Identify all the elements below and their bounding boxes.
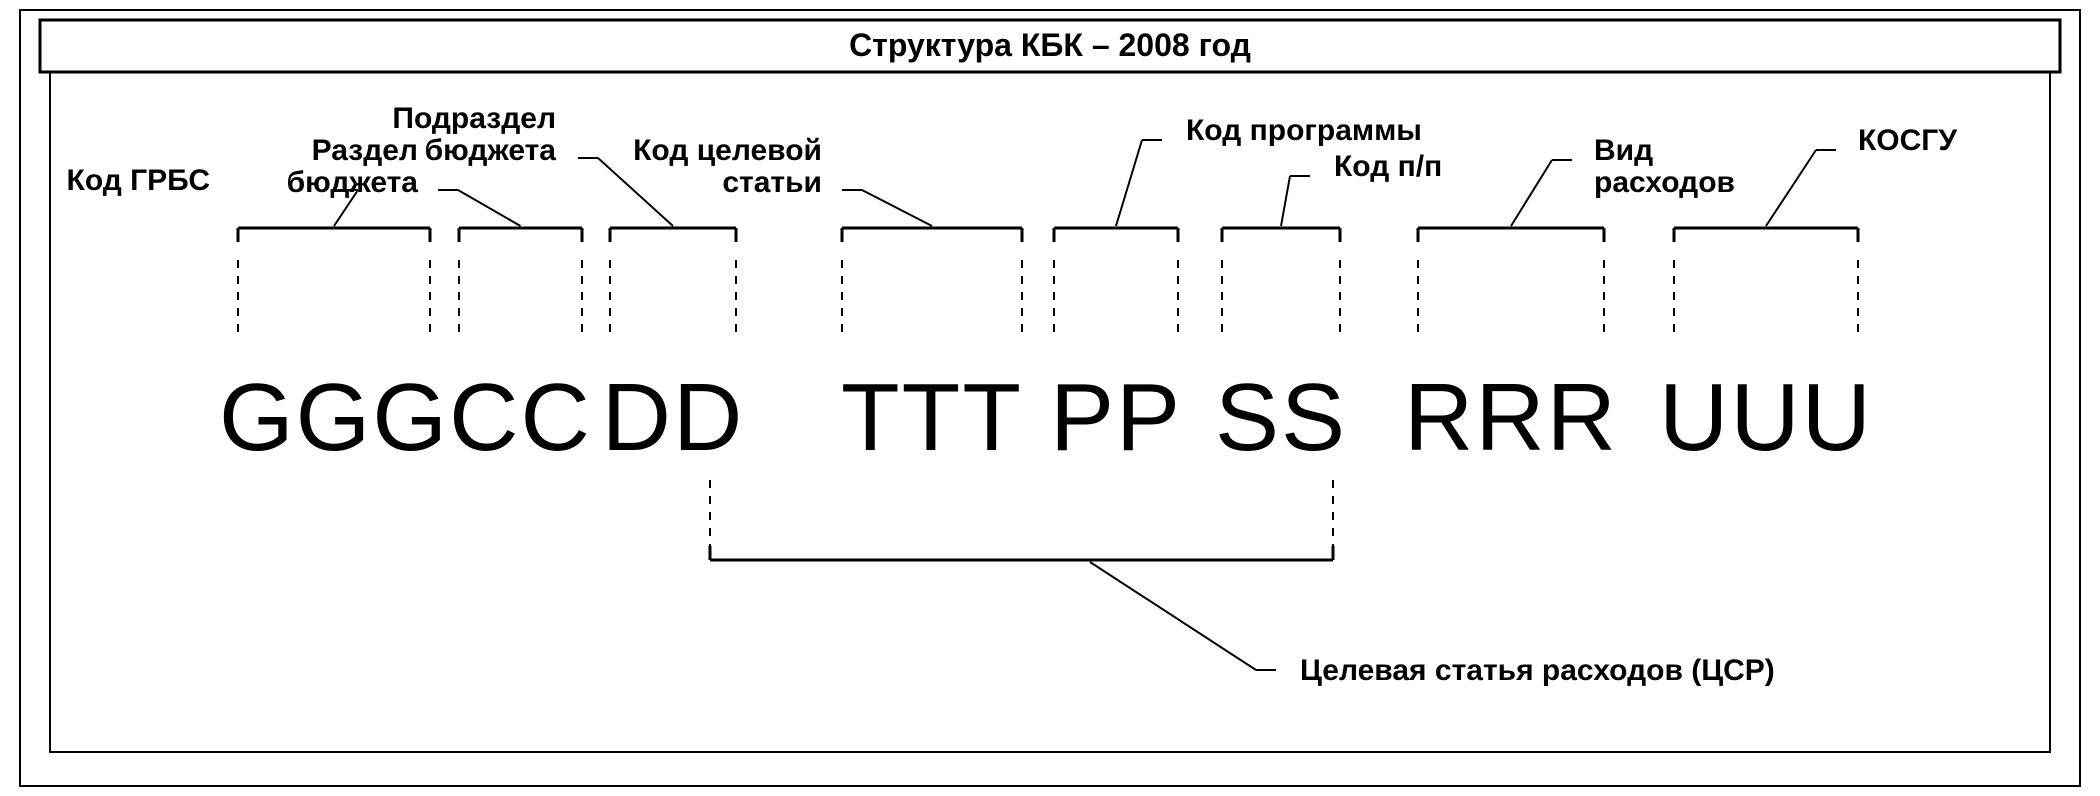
- leader-line: [458, 190, 521, 226]
- segment-label: Подраздел: [392, 102, 556, 135]
- leader-line: [862, 190, 932, 226]
- under-label: Целевая статья расходов (ЦСР): [1300, 654, 1775, 687]
- segment-code-ss: SS: [1215, 364, 1347, 471]
- segment-code-dd: DD: [602, 364, 745, 471]
- segment-label: КОСГУ: [1858, 124, 1957, 157]
- segment-label: бюджета: [425, 134, 557, 167]
- segment-code-ttt: TTT: [841, 364, 1023, 471]
- leader-line: [598, 158, 673, 226]
- segment-label: Код программы: [1186, 114, 1422, 147]
- leader-line: [1511, 160, 1552, 226]
- segment-label: Код ГРБС: [67, 164, 210, 197]
- segment-code-cc: CC: [449, 364, 592, 471]
- segment-label: Код целевой: [633, 134, 822, 167]
- leader-line: [1090, 562, 1256, 670]
- segment-code-ggg: GGG: [219, 364, 449, 471]
- leader-line: [1281, 176, 1290, 226]
- segment-code-pp: PP: [1050, 364, 1182, 471]
- segment-label: расходов: [1594, 166, 1735, 199]
- leader-line: [1116, 140, 1142, 226]
- segment-label: Код п/п: [1334, 150, 1442, 183]
- segment-label: бюджета: [287, 166, 419, 199]
- segment-label: Раздел: [312, 134, 418, 167]
- segment-label: Вид: [1594, 134, 1653, 167]
- segment-code-rrr: RRR: [1404, 364, 1618, 471]
- title-text: Структура КБК – 2008 год: [849, 27, 1251, 63]
- segment-code-uuu: UUU: [1659, 364, 1873, 471]
- segment-label: статьи: [722, 166, 822, 199]
- leader-line: [1766, 150, 1816, 226]
